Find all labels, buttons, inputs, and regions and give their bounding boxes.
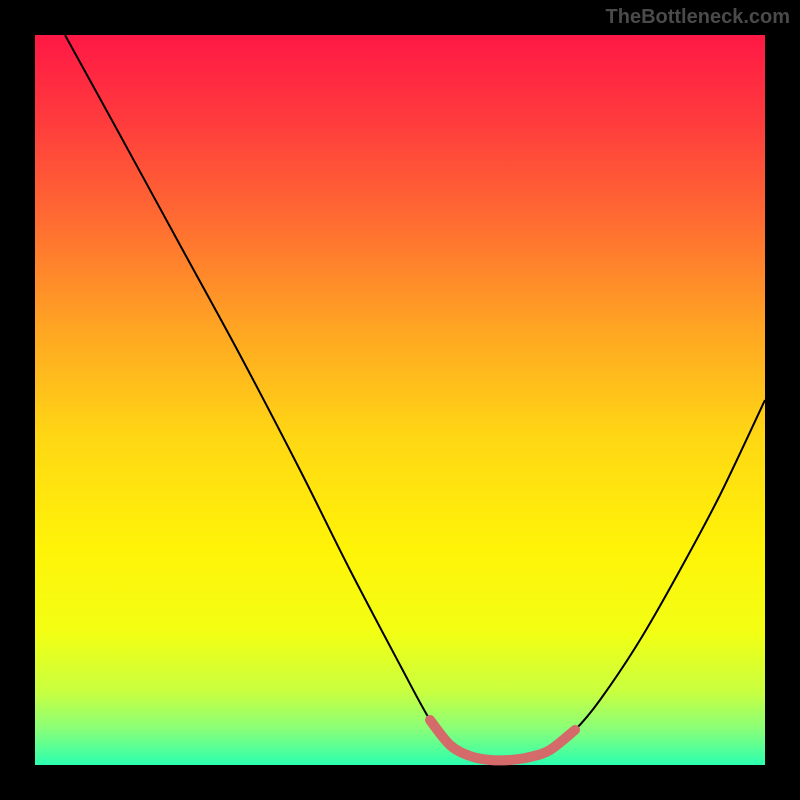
watermark-text: TheBottleneck.com	[606, 6, 790, 29]
bottleneck-chart	[0, 0, 800, 800]
chart-container: TheBottleneck.com	[0, 0, 800, 800]
plot-background	[35, 35, 765, 765]
